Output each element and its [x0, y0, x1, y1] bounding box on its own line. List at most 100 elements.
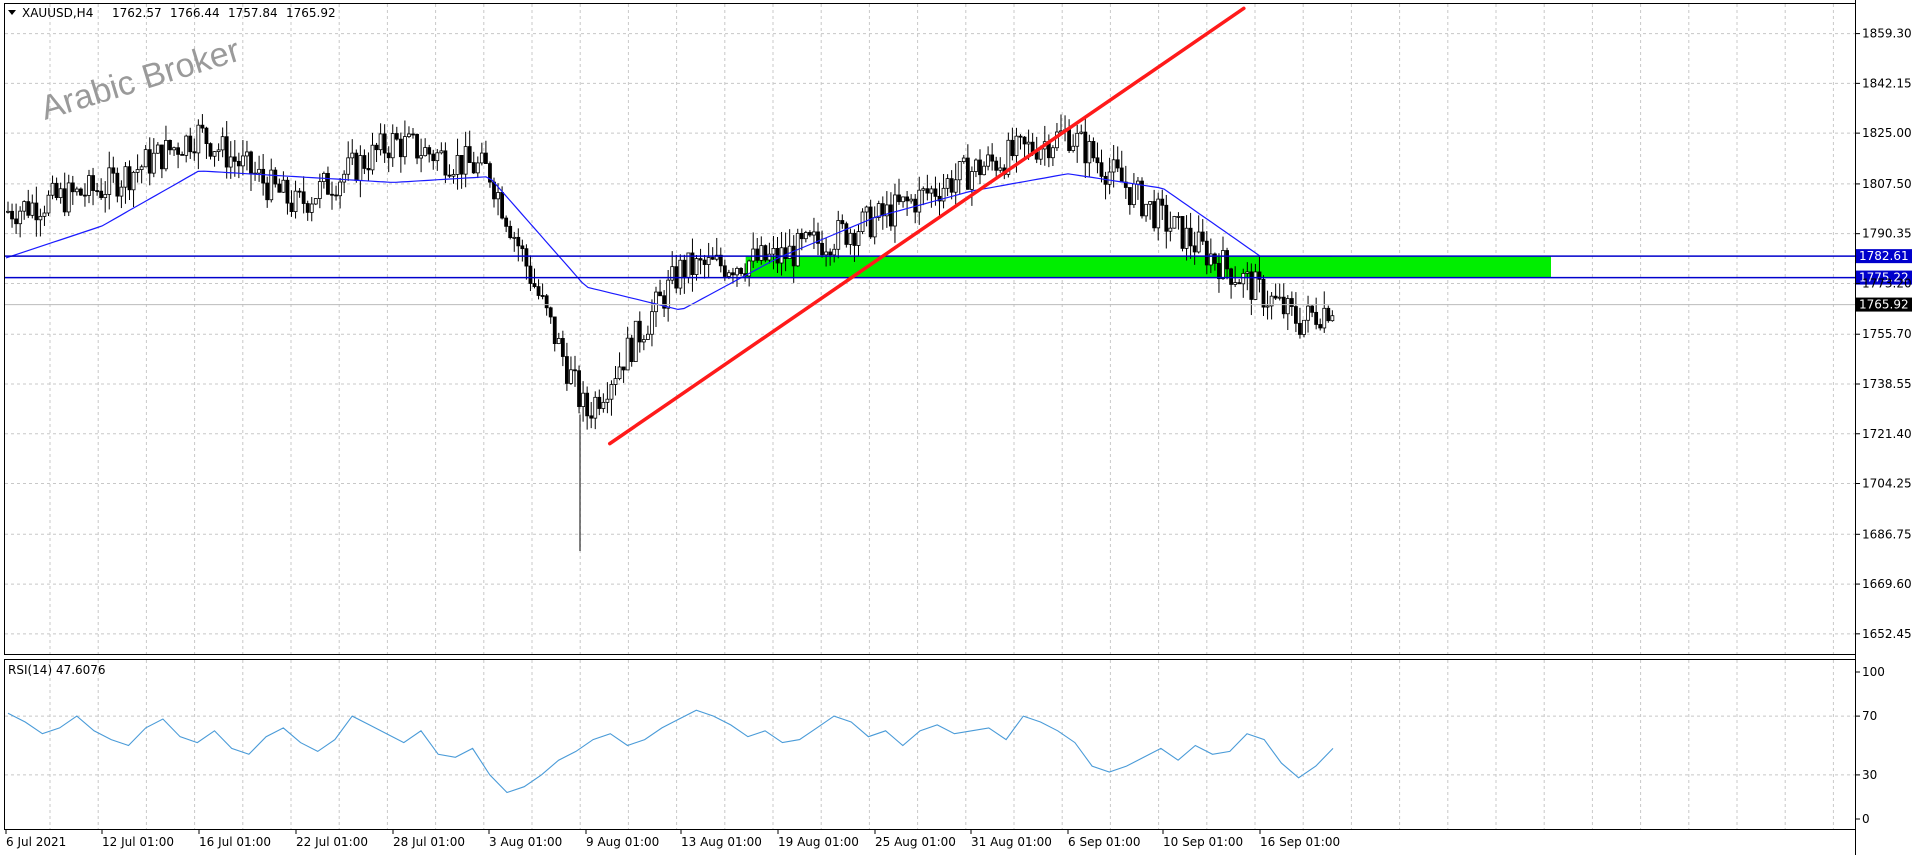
- candle-body: [909, 198, 914, 202]
- candle-body: [548, 307, 553, 318]
- candle-body: [200, 124, 205, 129]
- candle-body: [459, 155, 464, 175]
- candle-body: [820, 242, 824, 256]
- candle-body: [269, 169, 274, 201]
- zone-layer: [745, 256, 1551, 278]
- candle-body: [929, 188, 934, 194]
- candle-body: [1217, 262, 1221, 280]
- candle-body: [771, 247, 776, 255]
- candle-body: [159, 144, 164, 170]
- trendline[interactable]: [608, 6, 1246, 446]
- candle-body: [1026, 141, 1031, 145]
- price-tick-label: 1773.20: [1862, 276, 1912, 290]
- candle-body: [1310, 305, 1314, 313]
- candle-body: [10, 210, 14, 220]
- ohlc-close: 1765.92: [286, 6, 336, 20]
- candle-body: [1298, 322, 1302, 335]
- candle-body: [512, 236, 517, 239]
- candle-body: [289, 202, 294, 213]
- candle-body: [953, 179, 958, 193]
- time-tick-label: 3 Aug 01:00: [489, 835, 562, 849]
- candle-body: [50, 182, 55, 196]
- candle-body: [378, 133, 383, 151]
- candle-body: [990, 154, 995, 162]
- level-price-label-bg: [1856, 270, 1912, 285]
- time-tick-label: 16 Sep 01:00: [1260, 835, 1340, 849]
- candle-body: [488, 163, 492, 183]
- candle-body: [188, 135, 193, 153]
- candle-body: [1306, 305, 1310, 321]
- level-layer[interactable]: 1782.61 1775.22 1765.92: [5, 249, 1912, 312]
- dropdown-triangle-icon[interactable]: [8, 10, 16, 15]
- candle-body: [1144, 203, 1148, 217]
- candle-body: [1115, 159, 1120, 169]
- grid-layer: [5, 4, 1855, 829]
- candle-body: [710, 257, 715, 260]
- candle-body: [46, 194, 51, 214]
- candle-body: [986, 154, 990, 167]
- candle-body: [34, 202, 39, 221]
- candle-body: [317, 181, 322, 199]
- candle-body: [974, 159, 978, 172]
- candle-body: [783, 247, 788, 259]
- candle-body: [407, 133, 411, 137]
- candle-body: [62, 188, 67, 213]
- candle-body: [844, 223, 849, 245]
- candle-body: [168, 139, 172, 151]
- candle-body: [921, 188, 926, 191]
- candle-body: [1079, 131, 1084, 134]
- candle-body: [1249, 271, 1254, 300]
- candle-body: [714, 254, 719, 260]
- candle-body: [1119, 167, 1124, 183]
- candle-body: [641, 339, 646, 343]
- candle-body: [706, 257, 711, 265]
- moving-average-line: [5, 170, 1332, 311]
- candle-body: [556, 338, 561, 345]
- time-tick-label: 19 Aug 01:00: [778, 835, 859, 849]
- candle-body: [87, 175, 91, 196]
- candle-body: [970, 171, 974, 190]
- candle-body: [670, 266, 675, 281]
- candle-body: [1192, 245, 1197, 253]
- rsi-header: RSI(14) 47.6076: [8, 663, 106, 677]
- price-tick-label: 1721.40: [1862, 427, 1912, 441]
- candle-body: [1152, 201, 1157, 229]
- candle-body: [313, 198, 318, 205]
- candle-body: [419, 155, 424, 159]
- candle-body: [208, 143, 213, 157]
- candle-body: [431, 153, 436, 162]
- trend-layer[interactable]: [608, 6, 1246, 446]
- candle-body: [26, 201, 31, 216]
- axis-layer: 1859.30 1842.15 1825.00 1807.50 1790.35 1773.…: [5, 27, 1912, 849]
- candle-body: [682, 259, 687, 279]
- candle-body: [949, 178, 954, 193]
- candle-body: [1132, 183, 1136, 206]
- candle-body: [832, 248, 837, 256]
- candle-body: [54, 182, 59, 199]
- time-tick-label: 13 Aug 01:00: [681, 835, 762, 849]
- candle-body: [1245, 271, 1250, 274]
- candle-body: [236, 160, 241, 167]
- candle-body: [735, 267, 739, 276]
- candle-body: [483, 152, 488, 164]
- candle-body: [1261, 278, 1266, 308]
- candle-body: [103, 194, 108, 199]
- candle-body: [147, 149, 152, 174]
- candle-body: [334, 194, 338, 197]
- candle-body: [321, 172, 326, 182]
- candle-body: [423, 147, 428, 157]
- main-pane-frame: [4, 3, 1856, 655]
- candle-body: [172, 147, 176, 151]
- candle-body: [799, 232, 804, 240]
- candle-body: [872, 217, 877, 238]
- candle-body: [516, 236, 521, 247]
- price-tick-label: 1738.55: [1862, 377, 1912, 391]
- candle-body: [475, 162, 480, 174]
- candle-body: [755, 248, 760, 261]
- candle-body: [589, 415, 594, 419]
- candle-body: [864, 206, 869, 213]
- candle-body: [593, 396, 598, 419]
- candle-body: [1184, 227, 1189, 249]
- candle-body: [131, 171, 136, 191]
